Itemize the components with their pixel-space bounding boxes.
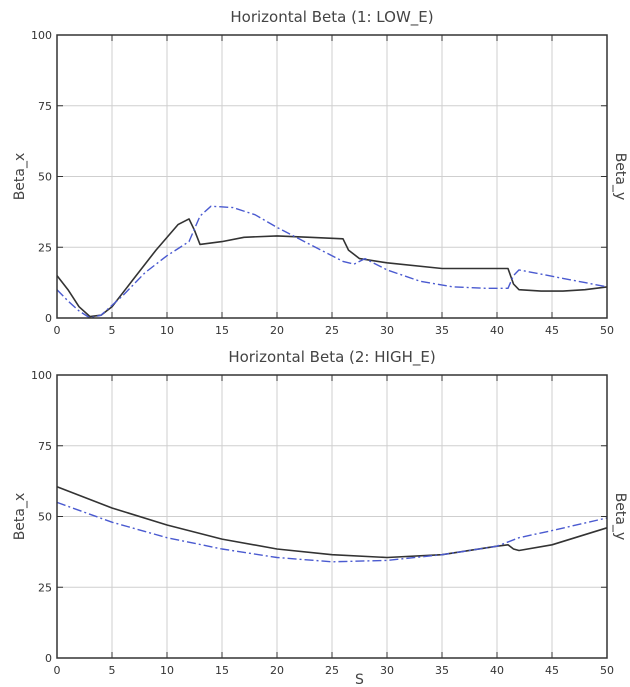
chart-title: Horizontal Beta (1: LOW_E) [230,8,433,27]
x-tick-label: 40 [490,664,504,677]
x-tick-label: 15 [215,664,229,677]
x-tick-label: 20 [270,324,284,337]
x-tick-label: 45 [545,664,559,677]
x-tick-label: 5 [109,324,116,337]
y-tick-label: 75 [38,100,52,113]
y-tick-label: 100 [31,29,52,42]
x-tick-label: 25 [325,664,339,677]
chart-panel-1: 0 5 10 15 20 25 30 35 40 45 50 0 25 50 75 100 Horizontal… [12,8,628,337]
y-tick-label: 100 [31,369,52,382]
x-tick-label: 0 [54,324,61,337]
y-tick-label: 25 [38,241,52,254]
x-tick-label: 30 [380,664,394,677]
x-tick-label: 30 [380,324,394,337]
y-tick-label: 0 [45,652,52,665]
chart-panel-2: 0 5 10 15 20 25 30 35 40 45 50 0 25 50 75 100 Horizontal… [12,348,628,687]
x-tick-label: 10 [160,324,174,337]
y-tick-label: 50 [38,171,52,184]
x-tick-label: 45 [545,324,559,337]
y-tick-label: 50 [38,511,52,524]
chart-title: Horizontal Beta (2: HIGH_E) [228,348,435,367]
x-tick-label: 25 [325,324,339,337]
x-tick-label: 50 [600,324,614,337]
x-tick-label: 5 [109,664,116,677]
x-tick-label: 40 [490,324,504,337]
y-axis-label: Beta_x [12,493,28,541]
y-axis-label: Beta_x [12,153,28,201]
series-dashdot-line [56,501,608,563]
x-tick-label: 15 [215,324,229,337]
x-tick-label: 50 [600,664,614,677]
y-tick-label: 75 [38,440,52,453]
y-tick-label: 25 [38,581,52,594]
series-dashdot-line [56,205,608,319]
y-tick-label: 0 [45,312,52,325]
x-tick-label: 10 [160,664,174,677]
series-solid-line [56,486,608,559]
x-axis-label: S [355,672,364,687]
y2-axis-label: Beta_y [612,153,628,201]
x-tick-label: 20 [270,664,284,677]
x-tick-label: 0 [54,664,61,677]
x-tick-label: 35 [435,324,449,337]
x-tick-label: 35 [435,664,449,677]
y2-axis-label: Beta_y [612,493,628,541]
